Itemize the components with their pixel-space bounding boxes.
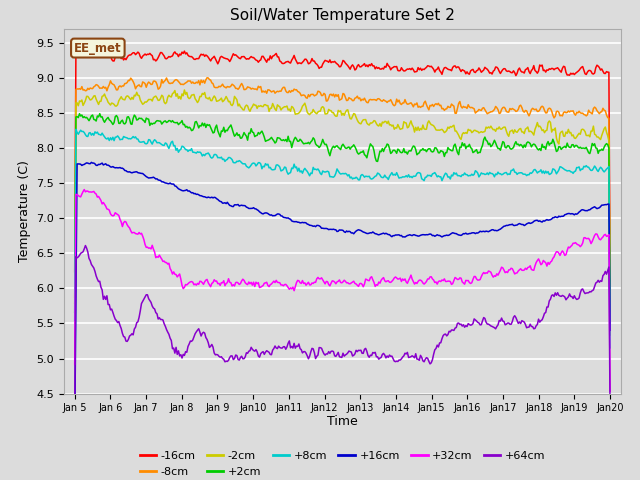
Line: -2cm: -2cm <box>75 90 610 331</box>
-16cm <box>71 269 79 275</box>
+32cm <box>606 388 614 394</box>
+32cm <box>71 361 79 367</box>
+8cm <box>71 318 79 324</box>
Line: +32cm: +32cm <box>75 190 610 391</box>
+32cm <box>460 280 467 286</box>
+16cm <box>374 231 381 237</box>
+8cm <box>460 172 467 178</box>
Line: -8cm: -8cm <box>75 78 610 315</box>
-8cm <box>131 82 138 87</box>
-16cm <box>585 68 593 73</box>
+32cm <box>374 282 381 288</box>
-2cm <box>599 129 607 135</box>
+16cm <box>606 327 614 333</box>
-8cm <box>606 312 614 318</box>
-2cm <box>374 122 381 128</box>
-16cm <box>132 52 140 58</box>
+16cm <box>585 207 593 213</box>
Y-axis label: Temperature (C): Temperature (C) <box>18 160 31 262</box>
+2cm <box>132 114 140 120</box>
Text: EE_met: EE_met <box>74 42 122 55</box>
-16cm <box>161 56 169 61</box>
+16cm <box>161 180 169 186</box>
+8cm <box>72 126 80 132</box>
-2cm <box>460 130 467 135</box>
+64cm <box>161 324 169 329</box>
+2cm <box>460 143 467 148</box>
+2cm <box>71 310 79 315</box>
+64cm <box>599 273 607 278</box>
+64cm <box>460 322 467 328</box>
-8cm <box>460 104 467 109</box>
-16cm <box>77 46 84 52</box>
+16cm <box>132 169 140 175</box>
+32cm <box>132 231 140 237</box>
+8cm <box>132 134 140 140</box>
+32cm <box>599 234 607 240</box>
+8cm <box>606 345 614 351</box>
-2cm <box>585 132 593 138</box>
+64cm <box>606 409 614 415</box>
-8cm <box>71 294 79 300</box>
-2cm <box>160 99 168 105</box>
Title: Soil/Water Temperature Set 2: Soil/Water Temperature Set 2 <box>230 9 455 24</box>
-8cm <box>599 106 607 111</box>
Line: +2cm: +2cm <box>75 114 610 335</box>
+16cm <box>88 159 95 165</box>
-2cm <box>71 300 79 306</box>
Line: +16cm: +16cm <box>75 162 610 437</box>
+2cm <box>374 158 381 164</box>
-8cm <box>160 79 168 84</box>
+8cm <box>161 140 169 146</box>
+32cm <box>585 236 593 241</box>
-8cm <box>585 108 593 113</box>
-16cm <box>460 68 467 73</box>
+2cm <box>161 118 169 124</box>
+8cm <box>599 168 607 173</box>
+64cm <box>585 290 593 296</box>
-2cm <box>131 92 138 98</box>
+64cm <box>81 243 89 249</box>
+32cm <box>161 260 169 265</box>
-2cm <box>180 87 188 93</box>
Line: +8cm: +8cm <box>75 129 610 348</box>
-16cm <box>374 65 381 71</box>
+2cm <box>606 332 614 338</box>
Line: -16cm: -16cm <box>75 49 610 286</box>
-8cm <box>204 75 211 81</box>
+32cm <box>81 187 88 192</box>
Line: +64cm: +64cm <box>75 246 610 412</box>
-16cm <box>606 283 614 288</box>
+16cm <box>599 202 607 208</box>
X-axis label: Time: Time <box>327 415 358 428</box>
+64cm <box>374 354 381 360</box>
+64cm <box>132 324 140 330</box>
+16cm <box>460 231 467 237</box>
+2cm <box>599 147 607 153</box>
Legend: -16cm, -8cm, -2cm, +2cm, +8cm, +16cm, +32cm, +64cm: -16cm, -8cm, -2cm, +2cm, +8cm, +16cm, +3… <box>135 446 550 480</box>
+64cm <box>71 404 79 410</box>
+8cm <box>585 164 593 170</box>
+2cm <box>96 111 104 117</box>
-16cm <box>599 69 607 74</box>
+16cm <box>71 434 79 440</box>
+2cm <box>585 150 593 156</box>
-2cm <box>606 328 614 334</box>
-8cm <box>374 96 381 102</box>
+8cm <box>374 170 381 176</box>
